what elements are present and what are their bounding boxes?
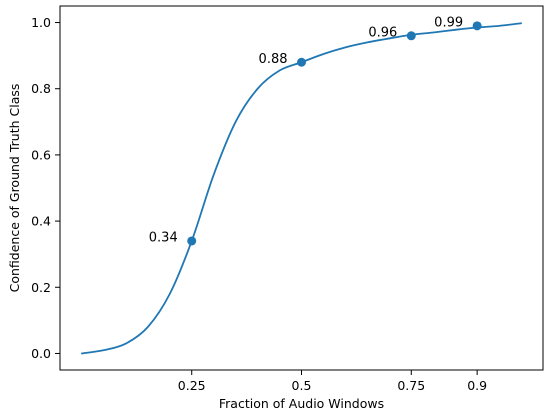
data-point (472, 21, 482, 31)
x-tick-label: 0.5 (292, 378, 312, 393)
x-tick-label: 0.75 (397, 378, 425, 393)
data-point-label: 0.96 (368, 25, 397, 40)
data-point-label: 0.99 (434, 15, 463, 30)
data-point-label: 0.34 (149, 230, 178, 245)
y-tick-label: 0.6 (31, 147, 51, 162)
x-tick-label: 0.25 (178, 378, 206, 393)
data-point (406, 31, 416, 41)
axes-layer: 0.25 0.5 0.75 0.9 0.0 0.2 0.4 0.6 0.8 1.0 (31, 5, 544, 393)
x-tick-label: 0.9 (467, 378, 487, 393)
y-tick-label: 0.0 (31, 346, 51, 361)
y-tick-label: 0.4 (31, 214, 51, 229)
y-tick-label: 0.2 (31, 280, 51, 295)
data-point-label: 0.88 (259, 52, 288, 67)
x-axis-title: Fraction of Audio Windows (219, 396, 384, 411)
plot-layer: 0.34 0.88 0.96 0.99 (81, 15, 522, 355)
data-point (187, 236, 197, 246)
y-tick-label: 1.0 (31, 15, 51, 30)
y-axis-title: Confidence of Ground Truth Class (7, 84, 22, 293)
y-tick-label: 0.8 (31, 81, 51, 96)
data-point (297, 57, 306, 67)
